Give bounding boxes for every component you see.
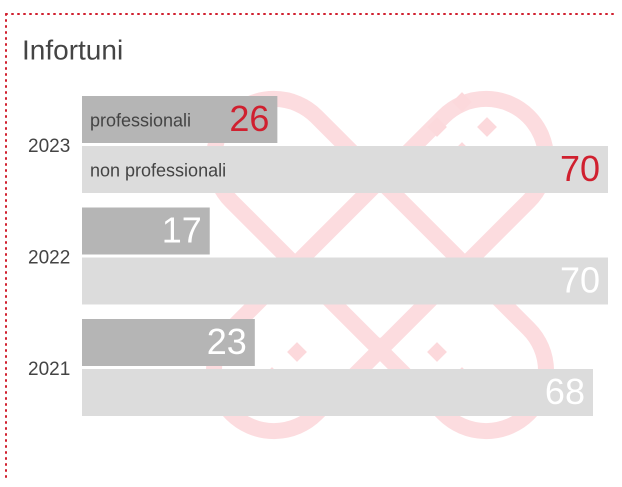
category-label: 2022 [28,248,70,269]
bar [82,319,255,366]
legend-label: professionali [90,110,191,130]
dot [427,117,447,137]
frame [5,13,619,479]
dot [452,92,472,112]
category-label: 2023 [28,136,70,157]
bar [82,257,608,305]
value-label: 70 [560,148,600,189]
bar [82,146,608,193]
value-label: 17 [162,210,202,251]
value-label: 26 [229,98,269,139]
value-label: 68 [545,371,585,412]
bar [82,96,278,143]
value-label: 70 [560,260,600,301]
dot [477,117,497,137]
bar [82,369,593,416]
value-label: 23 [207,321,247,362]
bandage-pad [291,176,469,354]
dot [287,342,307,362]
legend-label: non professionali [90,160,226,180]
category-label: 2021 [28,359,70,380]
bar [82,207,210,255]
dot [427,342,447,362]
chart-title: Infortuni [22,34,123,65]
